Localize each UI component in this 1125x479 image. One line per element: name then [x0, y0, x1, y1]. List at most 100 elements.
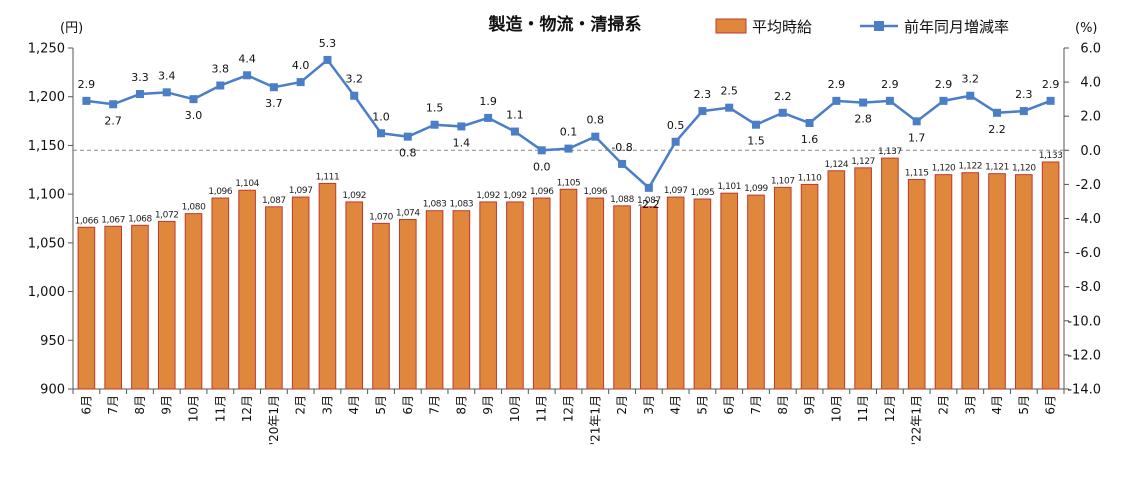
bar-data-label: 1,120 — [1012, 164, 1036, 174]
x-tick-label: 11月 — [535, 395, 549, 422]
bar — [104, 225, 122, 390]
bar-data-label: 1,092 — [342, 191, 366, 201]
x-tick-label: '21年1月 — [588, 395, 602, 445]
bar — [265, 206, 283, 390]
bar — [372, 222, 390, 390]
rate-point-marker — [269, 83, 278, 92]
x-tick-label: 2月 — [615, 395, 629, 415]
rate-data-label: 2.8 — [854, 113, 872, 126]
rate-data-label: 3.0 — [185, 109, 203, 122]
x-tick-label: 12月 — [240, 395, 254, 422]
bar — [506, 201, 524, 390]
x-tick-label: 5月 — [1017, 395, 1031, 415]
bar — [318, 182, 337, 390]
rate-data-label: 5.3 — [319, 37, 337, 50]
legend: 平均時給 前年同月増減率 — [715, 18, 1009, 36]
rate-point-marker — [564, 144, 573, 153]
legend-line-label: 前年同月増減率 — [904, 18, 1009, 36]
rate-point-marker — [618, 159, 627, 168]
bar-data-label: 1,087 — [637, 196, 661, 206]
bar-data-label: 1,121 — [985, 163, 1009, 173]
rate-data-label: 2.3 — [694, 88, 712, 101]
plot-area: 900 950 1,000 1,050 1,100 1,150 1,200 1,250 -14.… — [28, 37, 1101, 445]
rate-point-marker — [162, 88, 171, 97]
bar-data-label: 1,096 — [583, 187, 607, 197]
bar-data-label: 1,070 — [369, 212, 393, 222]
bar-data-label: 1,097 — [664, 186, 688, 196]
rate-data-label: 1.9 — [479, 95, 497, 108]
bar — [184, 213, 203, 390]
rate-data-label: 3.4 — [158, 69, 176, 82]
x-tick-label: 11月 — [856, 395, 870, 422]
x-tick-label: 4月 — [669, 395, 683, 415]
bar-data-label: 1,127 — [851, 157, 875, 167]
x-tick-label: 6月 — [1044, 395, 1058, 415]
bar — [988, 173, 1006, 390]
rate-data-label: 0.8 — [399, 147, 417, 160]
legend-line-marker — [874, 21, 884, 31]
rate-point-marker — [216, 81, 225, 90]
x-tick-label: 6月 — [722, 395, 736, 415]
rate-data-label: 3.2 — [345, 73, 363, 86]
bar — [693, 198, 712, 390]
x-tick-label: 6月 — [401, 395, 415, 415]
bar-data-label: 1,104 — [235, 179, 259, 189]
rate-data-label: -2.2 — [638, 198, 659, 211]
x-tick-label: '20年1月 — [267, 395, 281, 445]
rate-point-marker — [859, 98, 868, 107]
bar — [613, 205, 631, 390]
x-tick-label: 9月 — [160, 395, 174, 415]
x-tick-label: 8月 — [133, 395, 147, 415]
rate-data-label: 0.5 — [667, 119, 685, 132]
right-y-tick-label: 4.0 — [1080, 76, 1101, 91]
bar — [907, 179, 926, 390]
bar — [238, 189, 256, 390]
rate-data-label: 2.2 — [988, 123, 1006, 136]
x-tick-label: 2月 — [936, 395, 950, 415]
right-y-tick-label: 0.0 — [1080, 144, 1101, 159]
rate-point-marker — [644, 183, 653, 192]
rate-data-label: 4.0 — [292, 59, 310, 72]
right-y-tick-label: 2.0 — [1080, 110, 1101, 125]
rate-data-label: 2.3 — [1015, 88, 1033, 101]
x-tick-label: 5月 — [695, 395, 709, 415]
bar-data-label: 1,067 — [101, 215, 125, 225]
x-tick-label: 8月 — [454, 395, 468, 415]
bar-data-label: 1,096 — [530, 187, 554, 197]
bar — [720, 192, 739, 390]
bar-data-label: 1,111 — [316, 172, 340, 182]
bar — [452, 210, 471, 390]
x-tick-label: 9月 — [481, 395, 495, 415]
x-tick-label: '22年1月 — [910, 395, 924, 445]
bar — [398, 218, 417, 390]
x-tick-label: 3月 — [642, 395, 656, 415]
bar — [961, 172, 980, 390]
rate-data-label: 2.9 — [935, 78, 953, 91]
left-y-tick-label: 1,000 — [28, 285, 65, 300]
bar — [666, 196, 685, 390]
x-tick-label: 6月 — [79, 395, 93, 415]
legend-bar-swatch — [715, 18, 747, 34]
bar — [157, 220, 176, 390]
rate-point-marker — [885, 96, 894, 105]
bar — [559, 188, 578, 390]
rate-point-marker — [296, 78, 305, 87]
x-tick-label: 8月 — [776, 395, 790, 415]
rate-data-label: 2.9 — [828, 78, 846, 91]
x-tick-label: 4月 — [990, 395, 1004, 415]
rate-point-marker — [993, 108, 1002, 117]
x-tick-label: 10月 — [508, 395, 522, 422]
right-axis-unit: (%) — [1075, 21, 1098, 36]
rate-point-marker — [323, 55, 332, 64]
rate-data-label: 0.1 — [560, 126, 578, 139]
bar-data-label: 1,105 — [557, 178, 581, 188]
rate-point-marker — [510, 127, 519, 136]
rate-point-marker — [966, 91, 975, 100]
rate-point-marker — [671, 137, 680, 146]
bar-data-label: 1,096 — [208, 187, 232, 197]
rate-data-label: 1.7 — [908, 131, 926, 144]
bar — [345, 201, 364, 390]
x-tick-label: 5月 — [374, 395, 388, 415]
rate-point-marker — [82, 96, 91, 105]
